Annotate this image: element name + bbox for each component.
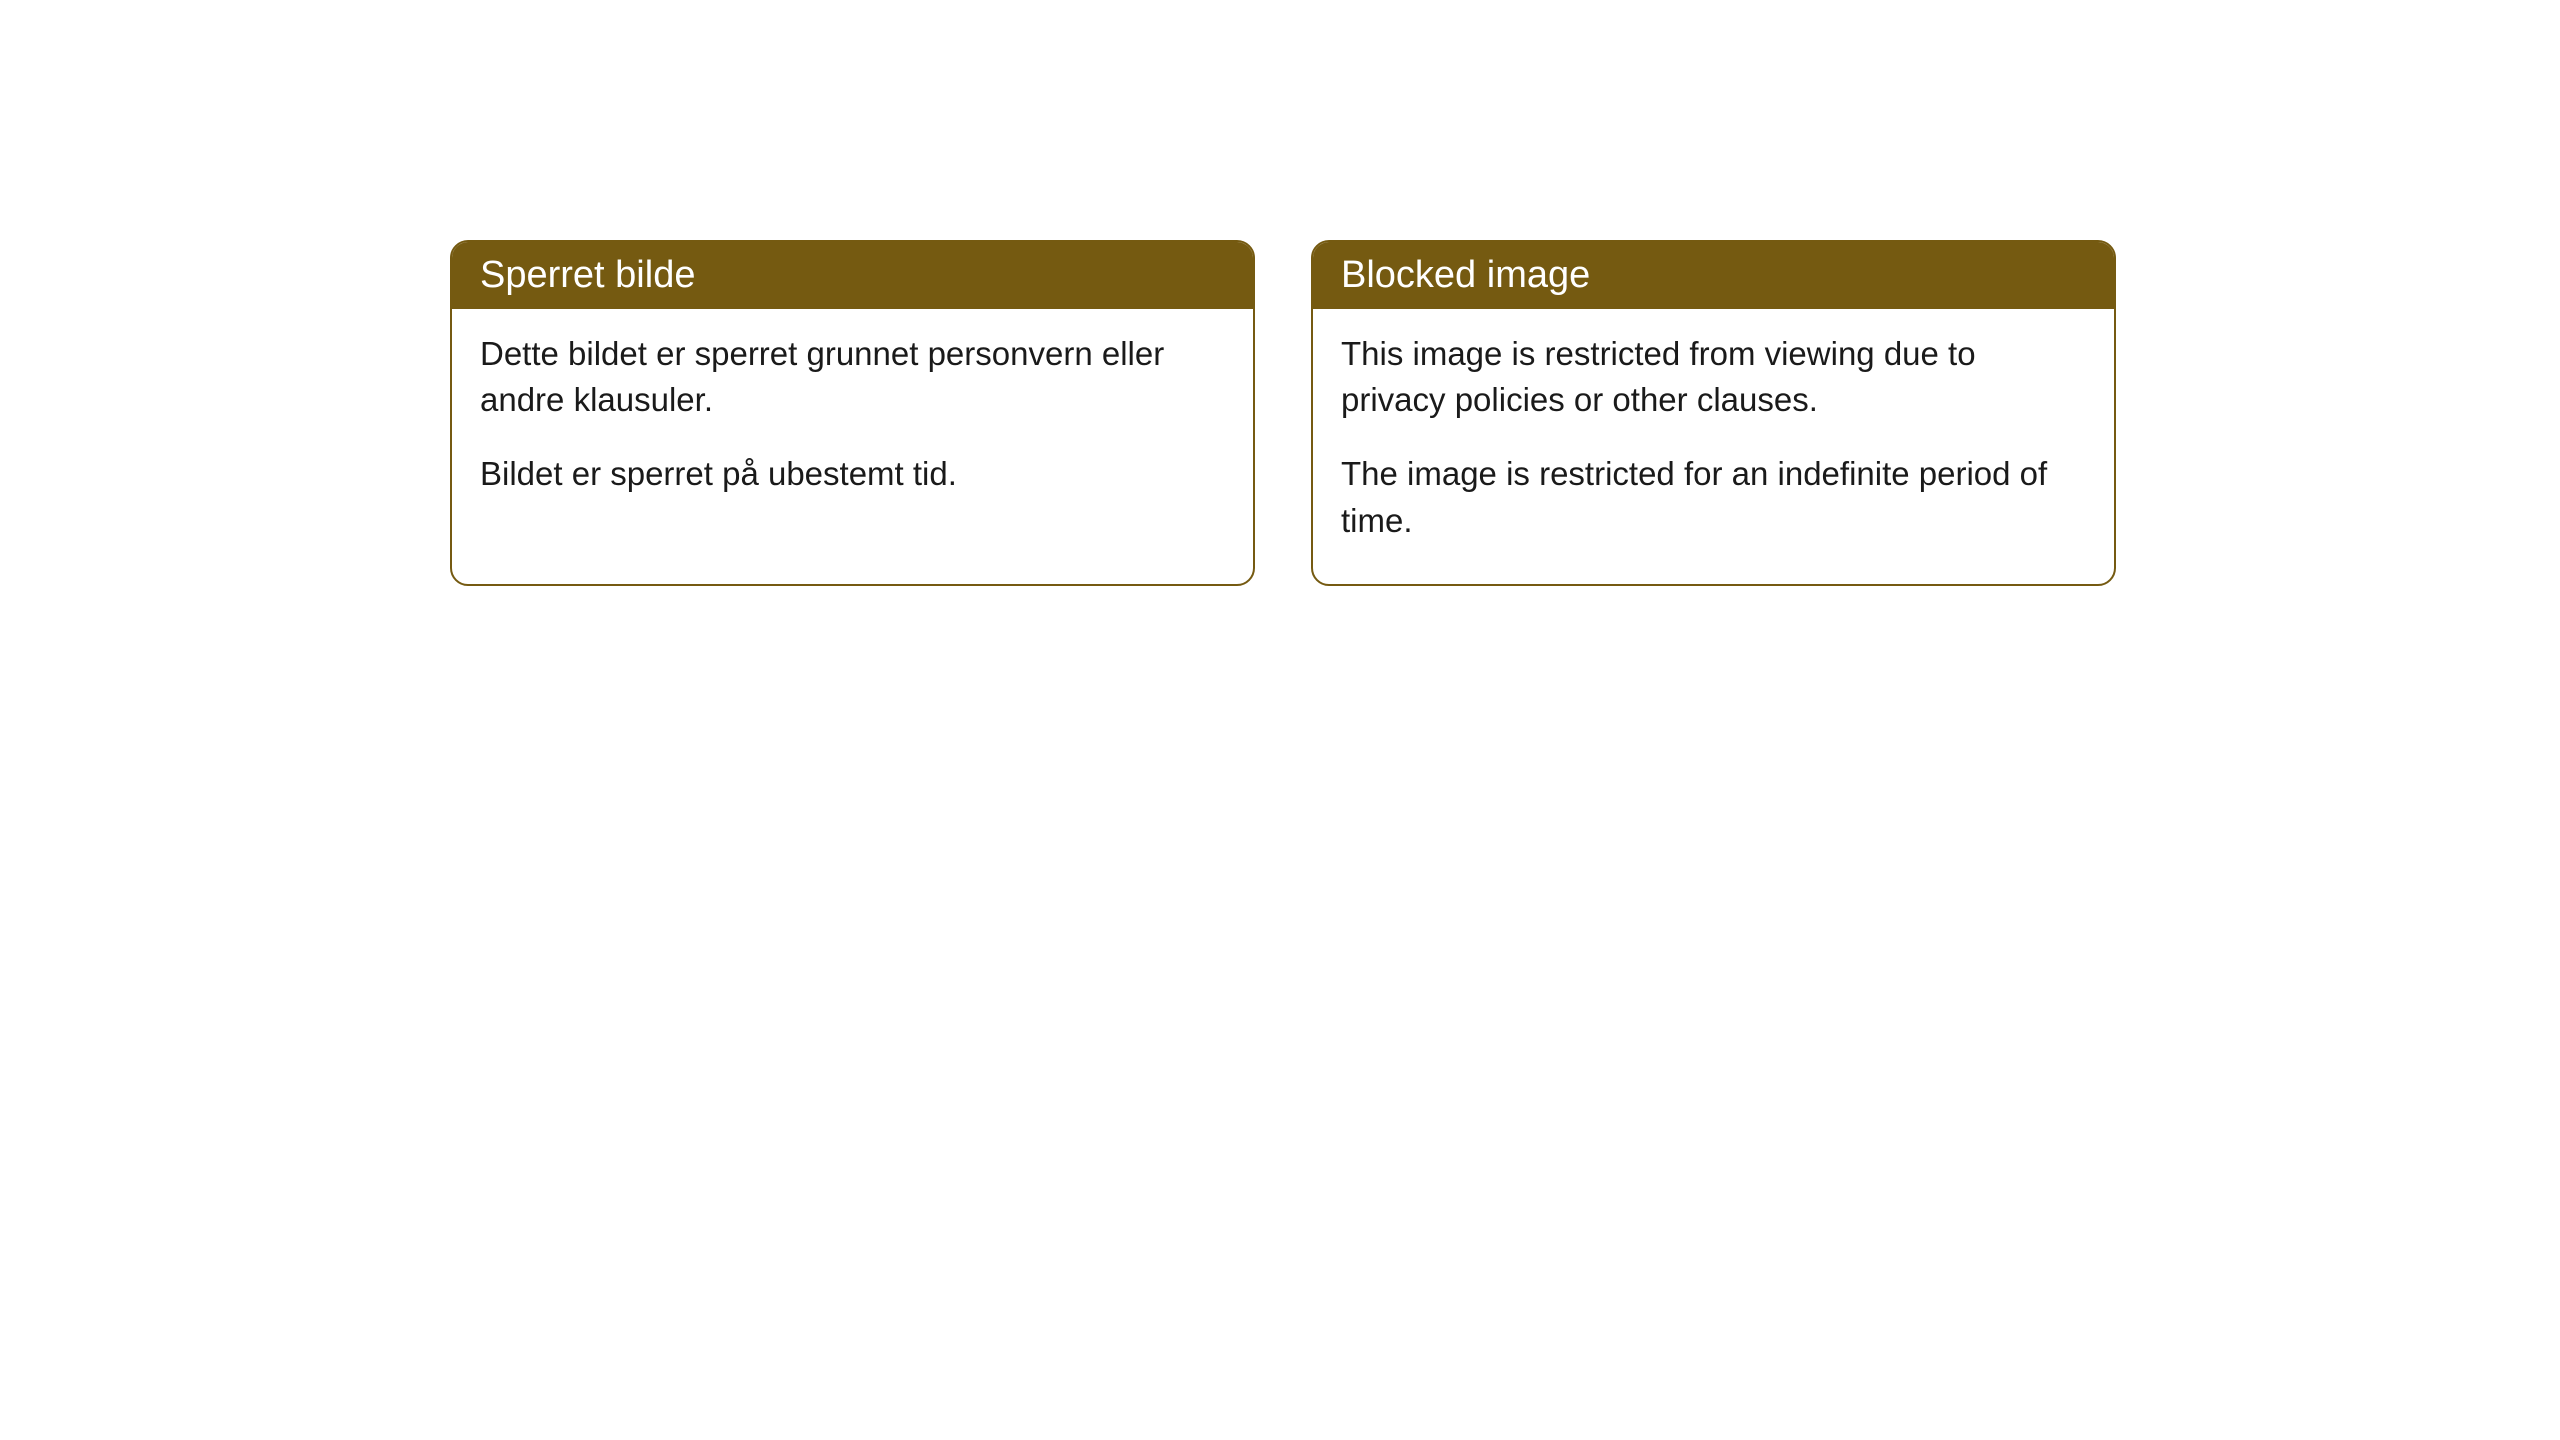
card-paragraph-2-english: The image is restricted for an indefinit… [1341,451,2086,543]
blocked-image-card-english: Blocked image This image is restricted f… [1311,240,2116,586]
card-title-english: Blocked image [1341,254,1590,296]
card-header-english: Blocked image [1313,242,2114,309]
notice-cards-container: Sperret bilde Dette bildet er sperret gr… [450,240,2560,586]
card-paragraph-2-norwegian: Bildet er sperret på ubestemt tid. [480,451,1225,497]
card-body-norwegian: Dette bildet er sperret grunnet personve… [452,309,1253,538]
card-paragraph-1-norwegian: Dette bildet er sperret grunnet personve… [480,331,1225,423]
card-paragraph-1-english: This image is restricted from viewing du… [1341,331,2086,423]
card-title-norwegian: Sperret bilde [480,254,695,296]
card-body-english: This image is restricted from viewing du… [1313,309,2114,584]
card-header-norwegian: Sperret bilde [452,242,1253,309]
blocked-image-card-norwegian: Sperret bilde Dette bildet er sperret gr… [450,240,1255,586]
